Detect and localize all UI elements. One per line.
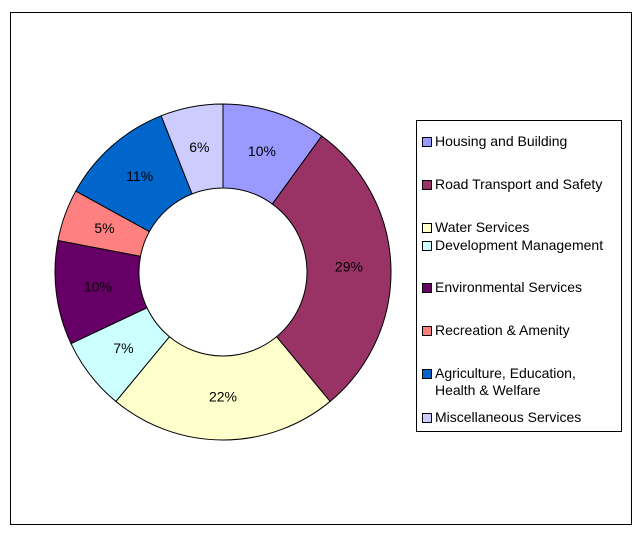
legend-swatch (422, 326, 432, 336)
legend-item: Miscellaneous Services (422, 409, 618, 426)
data-label: 29% (335, 259, 363, 275)
legend-swatch (422, 241, 432, 251)
legend: Housing and Building Road Transport and S… (416, 120, 622, 432)
legend-item: Environmental Services (422, 279, 618, 296)
legend-swatch (422, 223, 432, 233)
legend-item: Agriculture, Education, Health & Welfare (422, 365, 618, 399)
legend-item: Road Transport and Safety (422, 176, 618, 193)
donut-slice (115, 336, 331, 441)
legend-label: Environmental Services (435, 279, 583, 295)
data-label: 5% (94, 220, 114, 236)
data-label: 10% (248, 143, 276, 159)
data-label: 11% (126, 168, 153, 184)
legend-swatch (422, 369, 432, 379)
data-label: 10% (84, 278, 112, 294)
legend-item: Water Services (422, 219, 618, 236)
data-label: 22% (209, 389, 237, 405)
legend-label: Agriculture, Education, Health & Welfare (435, 365, 576, 398)
legend-swatch (422, 180, 432, 190)
legend-item: Housing and Building (422, 133, 618, 150)
legend-swatch (422, 413, 432, 423)
legend-swatch (422, 137, 432, 147)
legend-label: Road Transport and Safety (435, 176, 603, 192)
legend-label: Recreation & Amenity (435, 322, 570, 338)
legend-label: Water Services (435, 219, 530, 235)
data-label: 6% (189, 139, 209, 155)
donut-slice (160, 103, 224, 195)
legend-label: Housing and Building (435, 133, 568, 149)
legend-item: Recreation & Amenity (422, 322, 618, 339)
legend-item: Development Management (422, 237, 618, 254)
legend-label: Miscellaneous Services (435, 409, 582, 425)
data-label: 7% (113, 340, 133, 356)
donut-slice (271, 135, 392, 403)
legend-label: Development Management (435, 237, 604, 253)
legend-swatch (422, 283, 432, 293)
